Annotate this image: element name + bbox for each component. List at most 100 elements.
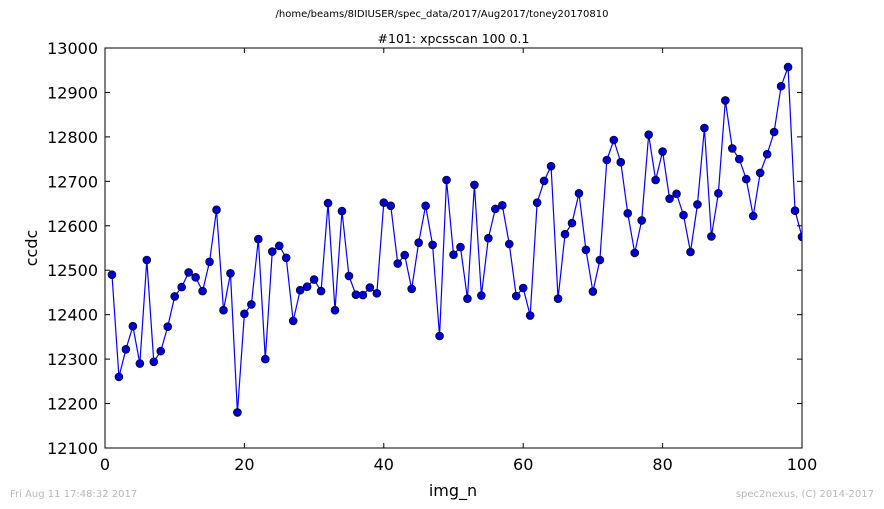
data-point xyxy=(358,290,368,300)
footer-timestamp: Fri Aug 11 17:48:32 2017 xyxy=(10,489,138,500)
data-point xyxy=(261,354,270,364)
data-point xyxy=(267,247,277,256)
data-point xyxy=(714,189,723,198)
data-point xyxy=(156,346,166,356)
data-point xyxy=(163,322,173,331)
data-point xyxy=(240,309,249,319)
x-tick-label: 0 xyxy=(100,455,110,474)
data-point xyxy=(135,359,145,368)
data-point xyxy=(365,283,375,292)
data-point xyxy=(254,234,263,244)
data-point xyxy=(316,286,326,296)
x-axis-label: img_n xyxy=(429,481,477,501)
data-point xyxy=(637,216,646,225)
data-point xyxy=(205,257,214,267)
data-point xyxy=(344,271,354,281)
data-point xyxy=(672,189,681,199)
data-point xyxy=(581,245,591,255)
data-point xyxy=(518,283,528,293)
series-line xyxy=(111,66,802,413)
data-point xyxy=(734,154,744,164)
data-point xyxy=(484,233,493,243)
x-tick-label: 20 xyxy=(234,455,254,474)
x-tick-label: 100 xyxy=(787,455,818,474)
y-tick-label: 12700 xyxy=(47,172,98,191)
y-tick-label: 12900 xyxy=(47,83,98,102)
data-point xyxy=(288,316,298,326)
data-point xyxy=(393,259,403,268)
y-tick-label: 13000 xyxy=(47,39,98,58)
data-point xyxy=(233,408,242,417)
data-point xyxy=(330,305,340,315)
y-tick-label: 12600 xyxy=(47,217,98,236)
data-point xyxy=(149,357,159,367)
data-point xyxy=(456,242,465,252)
data-point xyxy=(114,372,124,382)
data-layer xyxy=(107,62,802,417)
chart-title: #101: xpcsscan 100 0.1 xyxy=(377,31,530,46)
data-point xyxy=(219,305,228,315)
data-point xyxy=(567,218,577,228)
y-tick-label: 12200 xyxy=(47,395,98,414)
y-axis-label: ccdc xyxy=(22,230,41,267)
data-point xyxy=(630,248,640,258)
data-point xyxy=(323,198,333,208)
data-point xyxy=(560,229,570,239)
data-point xyxy=(727,144,737,153)
data-point xyxy=(741,174,751,184)
data-point xyxy=(477,291,486,300)
axes-frame xyxy=(104,47,803,449)
data-point xyxy=(504,239,514,249)
data-point xyxy=(651,175,660,185)
data-point xyxy=(776,81,786,91)
data-point xyxy=(170,292,179,301)
data-point xyxy=(302,282,312,291)
y-tick-label: 12500 xyxy=(47,261,98,280)
data-point xyxy=(421,201,430,211)
data-point xyxy=(693,200,702,209)
data-point xyxy=(574,189,584,198)
data-point xyxy=(198,286,207,296)
data-point xyxy=(470,180,479,190)
data-point xyxy=(226,269,235,278)
data-point xyxy=(414,238,423,247)
data-point xyxy=(142,255,152,265)
data-point xyxy=(295,285,305,295)
data-point xyxy=(184,268,193,277)
data-point xyxy=(665,194,674,203)
data-point xyxy=(274,241,284,251)
data-point xyxy=(372,289,382,298)
data-point xyxy=(721,96,730,105)
data-point xyxy=(386,201,396,211)
y-tick-label: 12400 xyxy=(47,306,98,325)
data-point xyxy=(442,175,451,185)
data-point xyxy=(511,291,521,301)
data-point xyxy=(595,255,605,265)
y-tick-label: 12300 xyxy=(47,350,98,369)
x-tick-label: 80 xyxy=(652,455,672,474)
data-point xyxy=(748,211,758,221)
data-point xyxy=(407,284,416,294)
data-point xyxy=(107,270,117,279)
data-point xyxy=(588,287,598,296)
data-point xyxy=(602,155,612,165)
data-point xyxy=(539,176,549,186)
data-point xyxy=(790,206,800,215)
data-point xyxy=(449,250,458,259)
data-point xyxy=(525,311,535,320)
data-point xyxy=(623,209,633,218)
axes: 0 20 40 60 80 100 12100 12200 12300 12400 12500 126… xyxy=(47,39,817,474)
data-point xyxy=(177,282,186,292)
data-point xyxy=(497,201,507,210)
data-point xyxy=(337,206,347,216)
data-point xyxy=(616,157,626,167)
data-point xyxy=(191,273,200,282)
footer-credit: spec2nexus, (C) 2014-2017 xyxy=(735,489,874,500)
data-point xyxy=(762,149,772,159)
data-point xyxy=(212,205,221,215)
data-point xyxy=(769,127,779,137)
data-point xyxy=(247,300,256,309)
data-point xyxy=(379,198,389,207)
data-point xyxy=(686,247,695,257)
